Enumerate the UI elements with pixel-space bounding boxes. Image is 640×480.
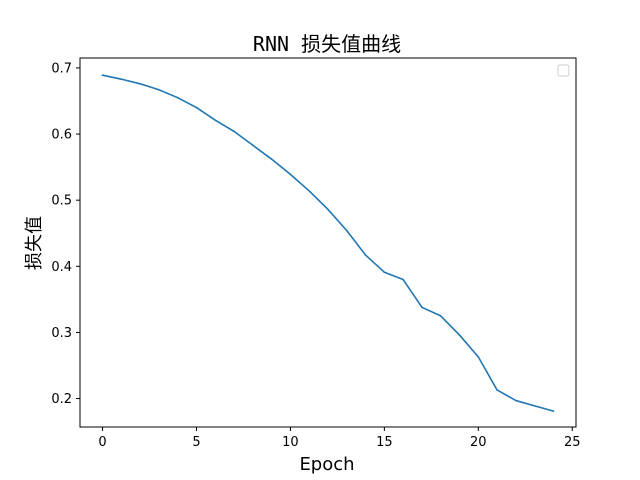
data-point: [477, 356, 480, 358]
data-point: [364, 254, 367, 256]
x-axis-label: Epoch: [299, 454, 354, 475]
data-point: [176, 96, 179, 99]
data-point: [195, 106, 198, 109]
data-point: [533, 405, 536, 407]
y-axis-label: 损失值: [24, 216, 45, 270]
data-point: [345, 229, 348, 232]
x-tick-label: 0: [98, 435, 106, 450]
data-point: [289, 173, 292, 176]
x-tick-label: 25: [564, 435, 581, 450]
data-point: [214, 119, 217, 121]
data-point: [458, 334, 461, 336]
data-point: [515, 399, 517, 402]
data-point: [439, 315, 442, 317]
y-tick-label: 0.6: [51, 128, 72, 143]
x-tick-label: 10: [282, 435, 299, 450]
data-point: [139, 82, 141, 85]
data-point: [252, 144, 254, 147]
chart-title: RNN 损失值曲线: [253, 32, 401, 56]
y-tick-label: 0.3: [51, 326, 72, 341]
data-point: [233, 130, 235, 133]
data-point: [270, 158, 273, 160]
data-point: [158, 88, 160, 91]
axis-ticks: 0 5 10 15 20 25 0.2 0.3 0.4 0.5 0.6 0.7: [51, 61, 580, 450]
x-tick-label: 15: [376, 435, 393, 450]
data-point: [402, 278, 404, 281]
series-layer: [101, 74, 555, 412]
y-tick-label: 0.4: [51, 260, 72, 275]
data-point: [120, 78, 123, 80]
plot-area: [79, 57, 577, 428]
y-tick-label: 0.5: [51, 194, 72, 209]
y-tick-label: 0.2: [51, 392, 72, 407]
x-tick-label: 5: [192, 435, 200, 450]
data-point: [496, 389, 498, 391]
legend-box: [557, 64, 570, 77]
x-tick-label: 20: [470, 435, 487, 450]
data-point: [101, 74, 104, 76]
y-tick-label: 0.7: [51, 61, 72, 76]
data-point: [327, 208, 329, 211]
data-point: [383, 271, 386, 274]
data-point: [421, 306, 423, 309]
data-point: [552, 410, 555, 412]
data-point: [308, 190, 311, 192]
